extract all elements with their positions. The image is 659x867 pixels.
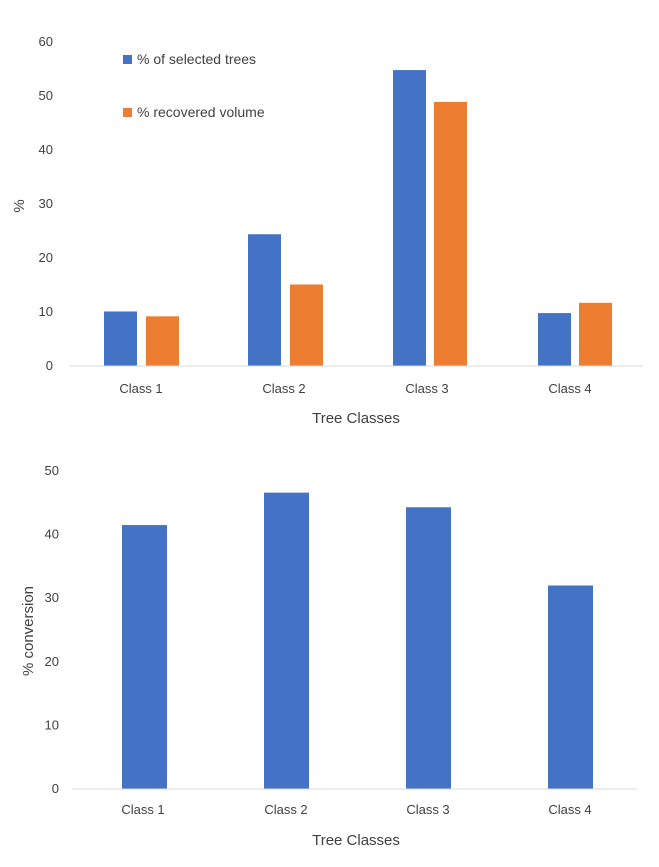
bar-class-1-of-selected-trees bbox=[104, 311, 137, 366]
chart-1-x-tick-class-3: Class 3 bbox=[405, 381, 448, 396]
bar-class-4-recovered-volume bbox=[579, 302, 612, 366]
chart-2-x-axis-title: Tree Classes bbox=[312, 832, 400, 849]
bar-class-4-of-selected-trees bbox=[538, 313, 571, 366]
chart-2-x-tick-class-1: Class 1 bbox=[121, 802, 164, 817]
chart-2-y-tick-labels: 0 10 20 30 40 50 bbox=[45, 463, 59, 796]
bar-class-2-recovered-volume bbox=[290, 284, 323, 366]
bar-class-3-recovered-volume bbox=[434, 101, 467, 366]
chart-1-y-tick-labels: 0 10 20 30 40 50 60 bbox=[39, 34, 53, 373]
chart-1-x-tick-labels: Class 1 Class 2 Class 3 Class 4 bbox=[119, 381, 591, 396]
chart-2-x-tick-labels: Class 1 Class 2 Class 3 Class 4 bbox=[121, 802, 591, 817]
chart-1-x-tick-class-4: Class 4 bbox=[548, 381, 591, 396]
chart-2-y-axis-title: % conversion bbox=[20, 586, 37, 676]
bar-class-2-value bbox=[264, 492, 309, 789]
bar-class-2-of-selected-trees bbox=[248, 234, 281, 366]
chart-1-y-tick-60: 60 bbox=[39, 34, 53, 49]
chart-2-x-tick-class-4: Class 4 bbox=[548, 802, 591, 817]
chart-2-x-tick-class-3: Class 3 bbox=[406, 802, 449, 817]
chart-2-y-tick-10: 10 bbox=[45, 717, 59, 732]
chart-2-y-tick-0: 0 bbox=[52, 781, 59, 796]
bar-class-1-value bbox=[122, 525, 167, 789]
chart-1-bars bbox=[104, 70, 612, 366]
chart-1-x-axis-title: Tree Classes bbox=[312, 410, 400, 427]
chart-2-y-tick-40: 40 bbox=[45, 527, 59, 542]
chart-2-bars bbox=[122, 492, 593, 789]
bar-class-4-value bbox=[548, 585, 593, 789]
chart-2-x-tick-class-2: Class 2 bbox=[264, 802, 307, 817]
legend-label-recovered-volume: % recovered volume bbox=[137, 104, 265, 120]
legend-swatch-recovered-volume bbox=[123, 108, 132, 117]
legend-swatch-selected-trees bbox=[123, 55, 132, 64]
chart-1-y-axis-title: % bbox=[11, 199, 28, 212]
bar-class-1-recovered-volume bbox=[146, 316, 179, 366]
legend-label-selected-trees: % of selected trees bbox=[137, 51, 256, 67]
chart-2-y-tick-20: 20 bbox=[45, 654, 59, 669]
chart-1-y-tick-20: 20 bbox=[39, 250, 53, 265]
chart-1-x-tick-class-1: Class 1 bbox=[119, 381, 162, 396]
chart-1-x-tick-class-2: Class 2 bbox=[262, 381, 305, 396]
chart-2-y-tick-50: 50 bbox=[45, 463, 59, 478]
bar-class-3-value bbox=[406, 507, 451, 789]
chart-1-y-tick-0: 0 bbox=[46, 358, 53, 373]
chart-1-y-tick-10: 10 bbox=[39, 304, 53, 319]
chart-1-y-tick-50: 50 bbox=[39, 88, 53, 103]
bar-class-3-of-selected-trees bbox=[393, 70, 426, 366]
chart-2-y-tick-30: 30 bbox=[45, 590, 59, 605]
chart-1-y-tick-40: 40 bbox=[39, 142, 53, 157]
chart-1-y-tick-30: 30 bbox=[39, 196, 53, 211]
chart-1-legend: % of selected trees % recovered volume bbox=[123, 51, 265, 120]
chart-2: 0 10 20 30 40 50 Class 1 Class 2 Class 3 Class 4… bbox=[20, 463, 637, 849]
